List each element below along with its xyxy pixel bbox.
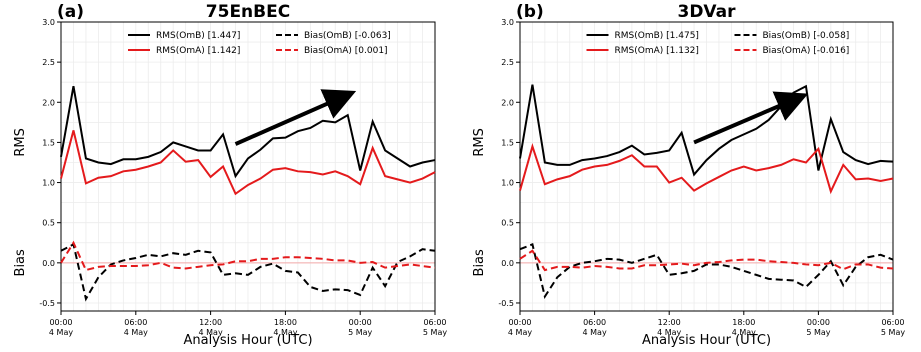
panel-label: (a) xyxy=(57,2,84,22)
y-tick-label: 2.0 xyxy=(42,98,55,107)
y-tick-label: -0.5 xyxy=(39,299,55,308)
y-tick-label: 2.5 xyxy=(42,58,55,67)
x-tick-label: 12:00 xyxy=(658,318,681,327)
legend-label: Bias(OmB) [-0.058] xyxy=(763,31,850,41)
y-axis-label-bias: Bias xyxy=(13,249,28,276)
y-axis-label-rms: RMS xyxy=(13,128,28,157)
x-tick-label: 4 May xyxy=(49,328,73,337)
chart-title: 75EnBEC xyxy=(206,2,290,22)
chart-panel-0: 3.02.52.01.51.00.50.0-0.500:004 May06:00… xyxy=(13,2,447,348)
y-tick-label: 2.0 xyxy=(501,98,514,107)
y-tick-label: 1.5 xyxy=(501,138,514,147)
y-tick-label: 3.0 xyxy=(42,18,55,27)
panel-label: (b) xyxy=(516,2,544,22)
y-tick-label: 0.0 xyxy=(501,259,514,268)
x-tick-label: 4 May xyxy=(508,328,532,337)
x-tick-label: 06:00 xyxy=(124,318,147,327)
x-tick-label: 06:00 xyxy=(423,318,446,327)
x-tick-label: 06:00 xyxy=(881,318,904,327)
legend-label: Bias(OmB) [-0.063] xyxy=(304,31,391,41)
series-line-1 xyxy=(519,143,894,195)
x-tick-label: 00:00 xyxy=(807,318,830,327)
chart-title: 3DVar xyxy=(677,2,736,22)
x-tick-label: 5 May xyxy=(806,328,830,337)
legend-label: Bias(OmA) [-0.016] xyxy=(763,46,850,56)
x-tick-label: 00:00 xyxy=(349,318,372,327)
y-tick-label: -0.5 xyxy=(498,299,514,308)
y-tick-label: 1.0 xyxy=(501,179,514,188)
y-tick-label: 1.0 xyxy=(42,179,55,188)
x-tick-label: 5 May xyxy=(423,328,447,337)
x-tick-label: 12:00 xyxy=(199,318,222,327)
y-tick-label: 3.0 xyxy=(501,18,514,27)
trend-arrow xyxy=(693,91,809,145)
x-tick-label: 4 May xyxy=(732,328,756,337)
chart-panel-1: 3.02.52.01.51.00.50.0-0.500:004 May06:00… xyxy=(472,2,905,348)
x-tick-label: 06:00 xyxy=(583,318,606,327)
legend-label: RMS(OmA) [1.132] xyxy=(615,46,699,56)
plot-frame xyxy=(519,21,894,312)
x-axis-label: Analysis Hour (UTC) xyxy=(183,333,312,348)
y-axis-label-rms: RMS xyxy=(472,128,487,157)
legend-label: Bias(OmA) [0.001] xyxy=(304,46,388,56)
legend-label: RMS(OmB) [1.447] xyxy=(156,31,240,41)
y-tick-label: 1.5 xyxy=(42,138,55,147)
trend-arrow xyxy=(234,89,357,146)
x-tick-label: 00:00 xyxy=(49,318,72,327)
x-tick-label: 18:00 xyxy=(274,318,297,327)
x-axis-label: Analysis Hour (UTC) xyxy=(642,333,771,348)
legend-label: RMS(OmB) [1.475] xyxy=(615,31,699,41)
x-tick-label: 18:00 xyxy=(732,318,755,327)
x-tick-label: 4 May xyxy=(124,328,148,337)
y-tick-label: 2.5 xyxy=(501,58,514,67)
y-axis-label-bias: Bias xyxy=(472,249,487,276)
series-line-0 xyxy=(60,86,436,179)
series-line-3 xyxy=(60,240,436,272)
series-line-0 xyxy=(519,84,894,177)
y-tick-label: 0.0 xyxy=(42,259,55,268)
plot-frame xyxy=(60,21,436,312)
x-tick-label: 00:00 xyxy=(508,318,531,327)
x-tick-label: 4 May xyxy=(583,328,607,337)
x-tick-label: 4 May xyxy=(657,328,681,337)
y-tick-label: 0.5 xyxy=(42,219,55,228)
x-tick-label: 5 May xyxy=(348,328,372,337)
x-tick-label: 4 May xyxy=(199,328,223,337)
legend-label: RMS(OmA) [1.142] xyxy=(156,46,240,56)
series-line-1 xyxy=(60,130,436,196)
series-line-2 xyxy=(519,243,894,300)
series-line-2 xyxy=(60,242,436,302)
x-tick-label: 5 May xyxy=(881,328,905,337)
series-line-3 xyxy=(519,249,894,272)
x-tick-label: 4 May xyxy=(273,328,297,337)
y-tick-label: 0.5 xyxy=(501,219,514,228)
